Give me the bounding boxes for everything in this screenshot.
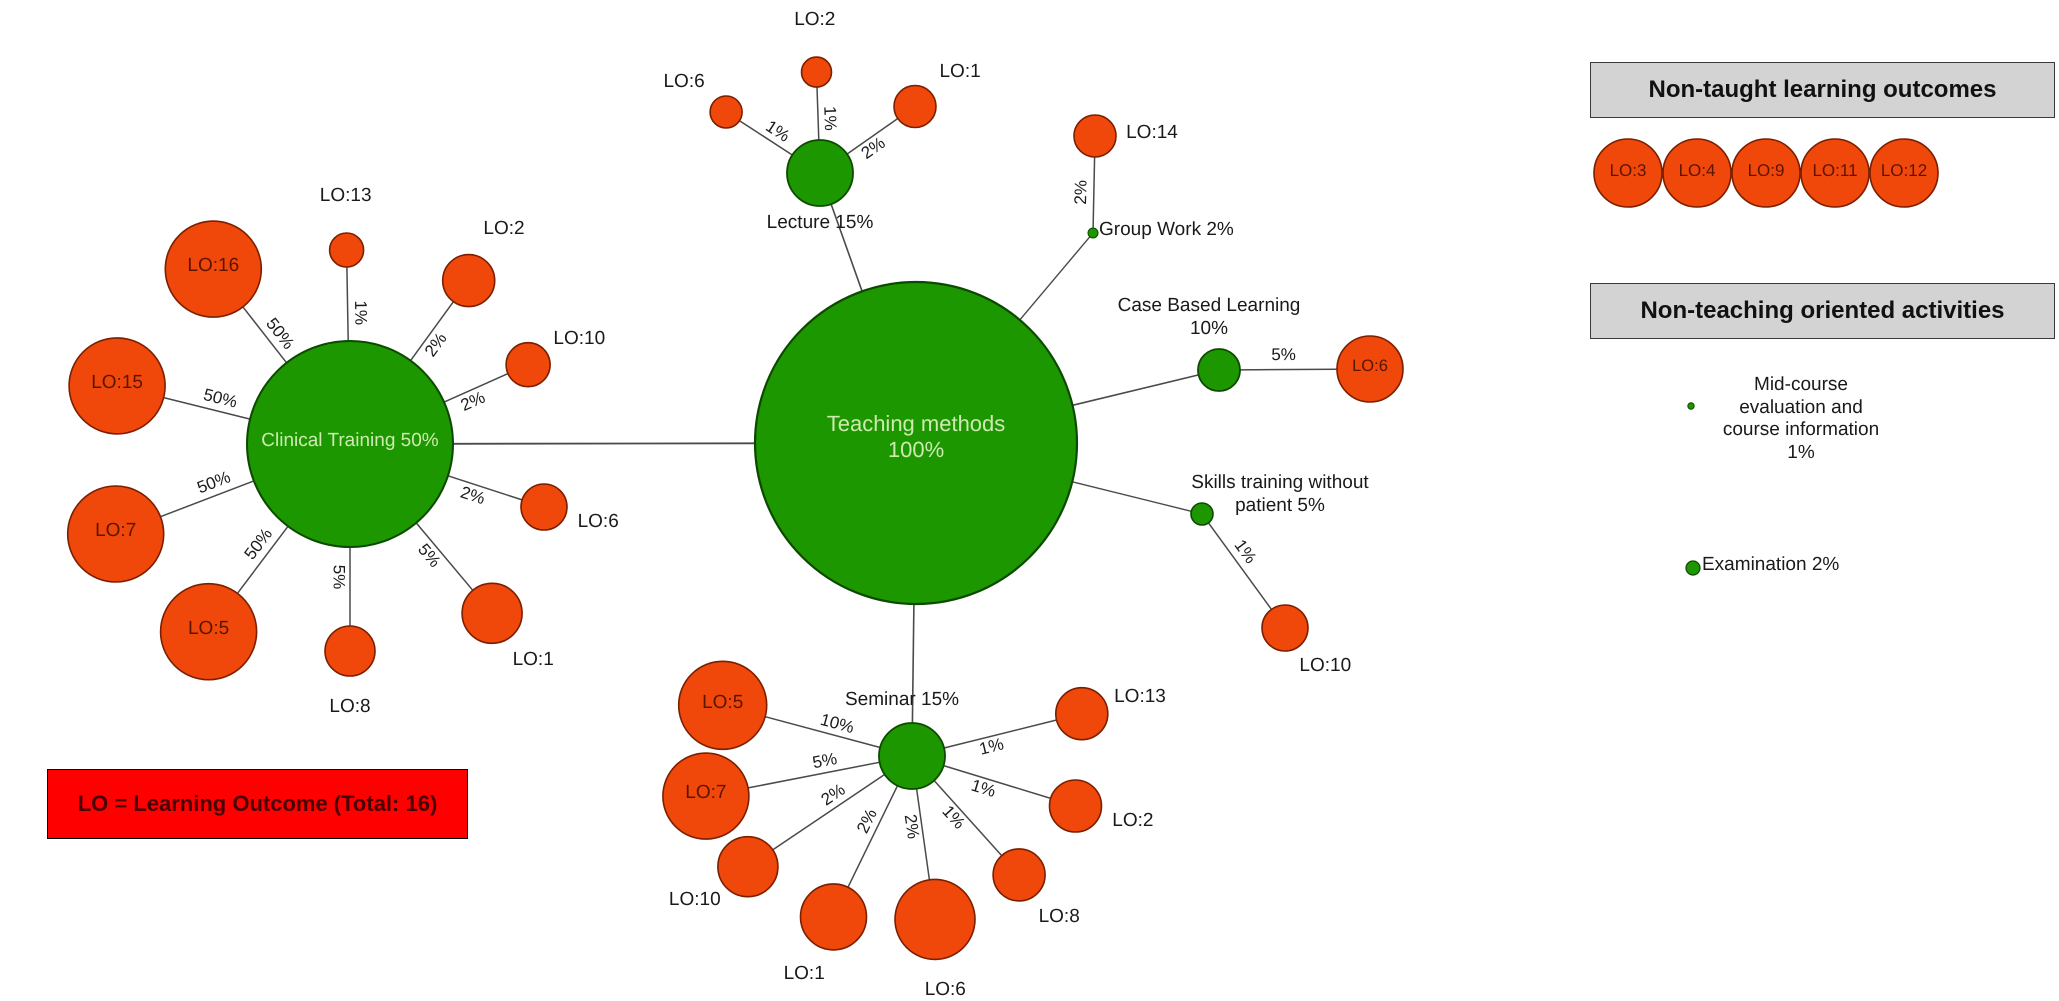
svg-text:5%: 5%	[1271, 345, 1296, 364]
svg-text:1%: 1%	[938, 802, 969, 833]
svg-text:2%: 2%	[1071, 180, 1091, 205]
svg-text:2%: 2%	[458, 388, 488, 415]
svg-text:2%: 2%	[421, 329, 451, 360]
svg-text:2%: 2%	[901, 813, 923, 840]
svg-text:1%: 1%	[820, 106, 840, 131]
svg-text:2%: 2%	[858, 133, 889, 163]
svg-text:1%: 1%	[1231, 536, 1261, 567]
svg-text:5%: 5%	[330, 565, 349, 590]
svg-text:5%: 5%	[414, 540, 444, 571]
svg-text:50%: 50%	[262, 314, 298, 353]
svg-text:1%: 1%	[351, 300, 370, 325]
svg-text:5%: 5%	[811, 749, 839, 772]
svg-text:2%: 2%	[818, 780, 849, 809]
svg-text:2%: 2%	[853, 806, 881, 836]
svg-text:1%: 1%	[969, 776, 998, 801]
svg-text:1%: 1%	[762, 117, 793, 146]
svg-text:50%: 50%	[241, 525, 277, 564]
svg-text:50%: 50%	[194, 467, 233, 497]
